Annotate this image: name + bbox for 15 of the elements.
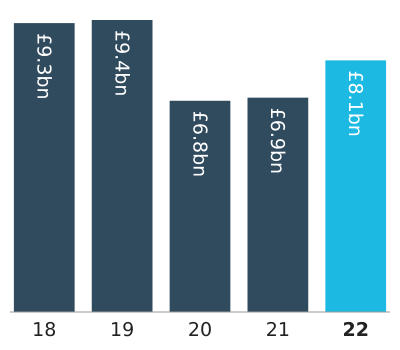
bar (14, 23, 75, 312)
bar (325, 60, 386, 312)
x-tick-label: 22 (342, 318, 369, 341)
bar (248, 98, 308, 312)
bar (170, 100, 230, 312)
x-tick-label: 18 (32, 318, 56, 341)
bar (92, 20, 152, 312)
x-tick-label: 19 (110, 318, 134, 341)
x-tick-label: 20 (188, 318, 212, 341)
data-label: £9.3bn (32, 33, 55, 100)
x-tick-label: 21 (266, 318, 290, 341)
data-label: £6.9bn (266, 108, 288, 174)
data-label: £6.8bn (188, 110, 210, 178)
data-label: £9.4bn (110, 30, 132, 96)
data-label: £8.1bn (344, 70, 366, 137)
